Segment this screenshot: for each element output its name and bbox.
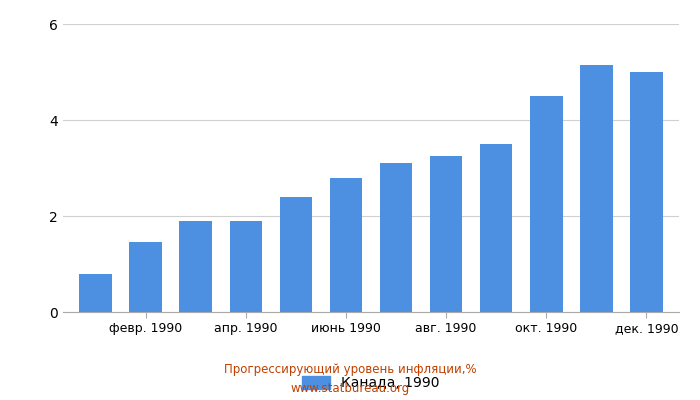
Bar [230,221,262,312]
Bar [430,156,463,312]
Bar [279,197,312,312]
Legend: Канада, 1990: Канада, 1990 [297,371,445,396]
Bar [480,144,512,312]
Bar [530,96,563,312]
Bar [179,221,212,312]
Text: Прогрессирующий уровень инфляции,%: Прогрессирующий уровень инфляции,% [224,364,476,376]
Text: www.statbureau.org: www.statbureau.org [290,382,410,395]
Bar [380,163,412,312]
Bar [330,178,362,312]
Bar [580,65,612,312]
Bar [130,242,162,312]
Bar [630,72,663,312]
Bar [79,274,112,312]
